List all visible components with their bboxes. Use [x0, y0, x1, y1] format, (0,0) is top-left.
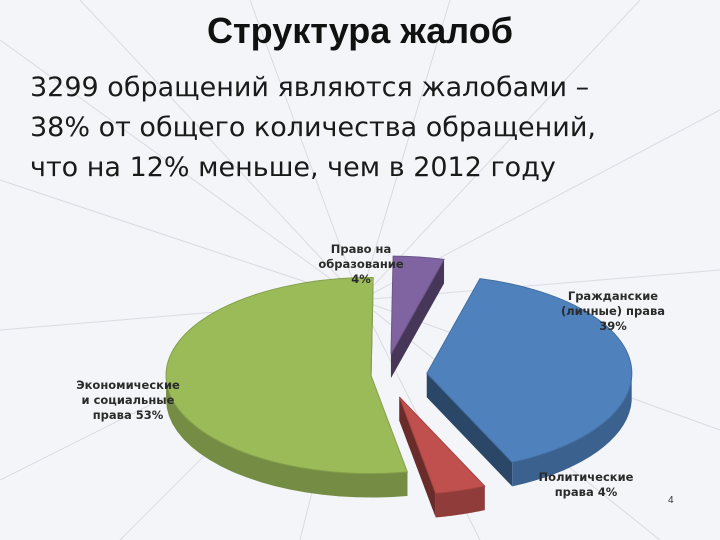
slice-side [426, 373, 513, 487]
slice-label-line: права 4% [555, 485, 618, 499]
slice-top [390, 255, 445, 355]
slice-label-line: Гражданские [568, 289, 658, 303]
slide-subtitle: 3299 обращений являются жалобами – 38% о… [30, 68, 710, 188]
slice-label-line: 39% [599, 319, 627, 333]
slice-label-line: и социальные [82, 393, 175, 407]
slice-top [165, 277, 409, 475]
slice-side [399, 396, 436, 518]
subtitle-line: 3299 обращений являются жалобами – [30, 72, 590, 103]
subtitle-line: что на 12% меньше, чем в 2012 году [30, 152, 556, 183]
slice-label: Право на образование 4% [318, 242, 404, 286]
slice-label: Экономические и социальные права 53% [76, 378, 180, 422]
slice-label-line: Политические [539, 470, 634, 484]
pie-slice [426, 278, 633, 487]
slice-label-line: образование [318, 257, 404, 271]
page-number: 4 [668, 495, 674, 506]
pie-slice [398, 396, 486, 518]
slice-label-line: права 53% [93, 408, 164, 422]
pie-slice [165, 277, 409, 498]
slice-wall [166, 375, 408, 498]
slice-wall [512, 377, 632, 487]
slice-label-line: 4% [351, 272, 371, 286]
slice-wall [435, 486, 485, 518]
pie-slice [390, 255, 445, 379]
slice-label: Политические права 4% [539, 470, 634, 499]
slice-top [426, 278, 633, 463]
slice-top [398, 396, 486, 494]
subtitle-line: 38% от общего количества обращений, [30, 112, 596, 143]
slice-side [390, 259, 445, 379]
slide-title: Структура жалоб [207, 10, 513, 51]
slice-label-line: Право на [331, 242, 392, 256]
slice-label-line: (личные) права [561, 304, 665, 318]
slice-label: Гражданские (личные) права 39% [561, 289, 665, 333]
slice-label-line: Экономические [76, 378, 180, 392]
